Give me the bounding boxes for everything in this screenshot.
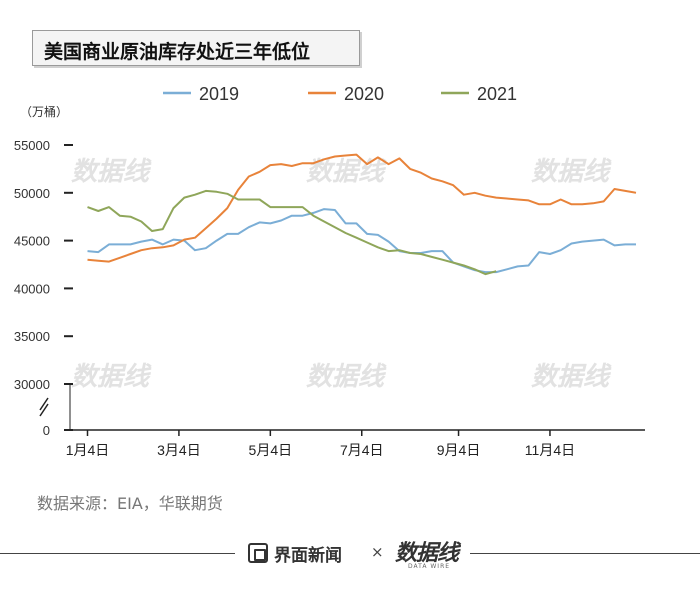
x-tick-label: 5月4日 xyxy=(249,442,293,458)
y-tick-label: 45000 xyxy=(14,234,50,249)
watermark-logo: 数据线 xyxy=(71,157,152,187)
partner-logo-sub: DATA WIRE xyxy=(408,563,451,570)
y-tick-label: 35000 xyxy=(14,329,50,344)
x-tick-label: 11月4日 xyxy=(525,442,575,458)
footer-rule-right xyxy=(470,553,700,554)
watermark-logo: 数据线 xyxy=(306,362,387,392)
x-tick-label: 1月4日 xyxy=(66,442,110,458)
legend-label-2020: 2020 xyxy=(344,84,384,104)
y-tick-label: 0 xyxy=(43,423,50,438)
legend-label-2021: 2021 xyxy=(477,84,517,104)
x-tick-label: 7月4日 xyxy=(340,442,384,458)
legend-label-2019: 2019 xyxy=(199,84,239,104)
data-source-note: 数据来源：EIA，华联期货 xyxy=(37,494,223,513)
legend: 2019 2020 2021 xyxy=(163,84,517,104)
series-line-2020 xyxy=(87,153,637,263)
series-line-2019 xyxy=(87,208,636,274)
x-tick-label: 3月4日 xyxy=(157,442,201,458)
y-axis-unit-label: （万桶） xyxy=(20,104,68,119)
axis-break-mark xyxy=(39,403,49,417)
series-line-2021 xyxy=(87,189,497,276)
y-tick-label: 55000 xyxy=(14,138,50,153)
watermark-logo: 数据线 xyxy=(531,157,612,187)
y-tick-label: 40000 xyxy=(14,281,50,296)
partner-logo: 数据线 xyxy=(395,540,459,566)
x-axis: 1月4日 3月4日 5月4日 7月4日 9月4日 11月4日 xyxy=(66,429,645,458)
watermark-logo: 数据线 xyxy=(71,362,152,392)
footer-rule-left xyxy=(0,553,235,554)
watermark-logo: 数据线 xyxy=(531,362,612,392)
x-tick-label: 9月4日 xyxy=(437,442,481,458)
y-tick-label: 50000 xyxy=(14,186,50,201)
chart-title-box: 美国商业原油库存处近三年低位 xyxy=(32,30,360,66)
y-tick-label: 30000 xyxy=(14,377,50,392)
axis-break-mark xyxy=(39,397,49,411)
series-lines xyxy=(87,153,637,276)
footer-separator: × xyxy=(371,543,384,561)
y-axis: （万桶） 55000 50000 45000 40000 35000 30000 0 xyxy=(14,104,73,438)
footer-brand: 界面新闻 xyxy=(274,546,342,566)
chart-title: 美国商业原油库存处近三年低位 xyxy=(44,41,311,63)
jiemian-logo-icon xyxy=(248,543,268,563)
